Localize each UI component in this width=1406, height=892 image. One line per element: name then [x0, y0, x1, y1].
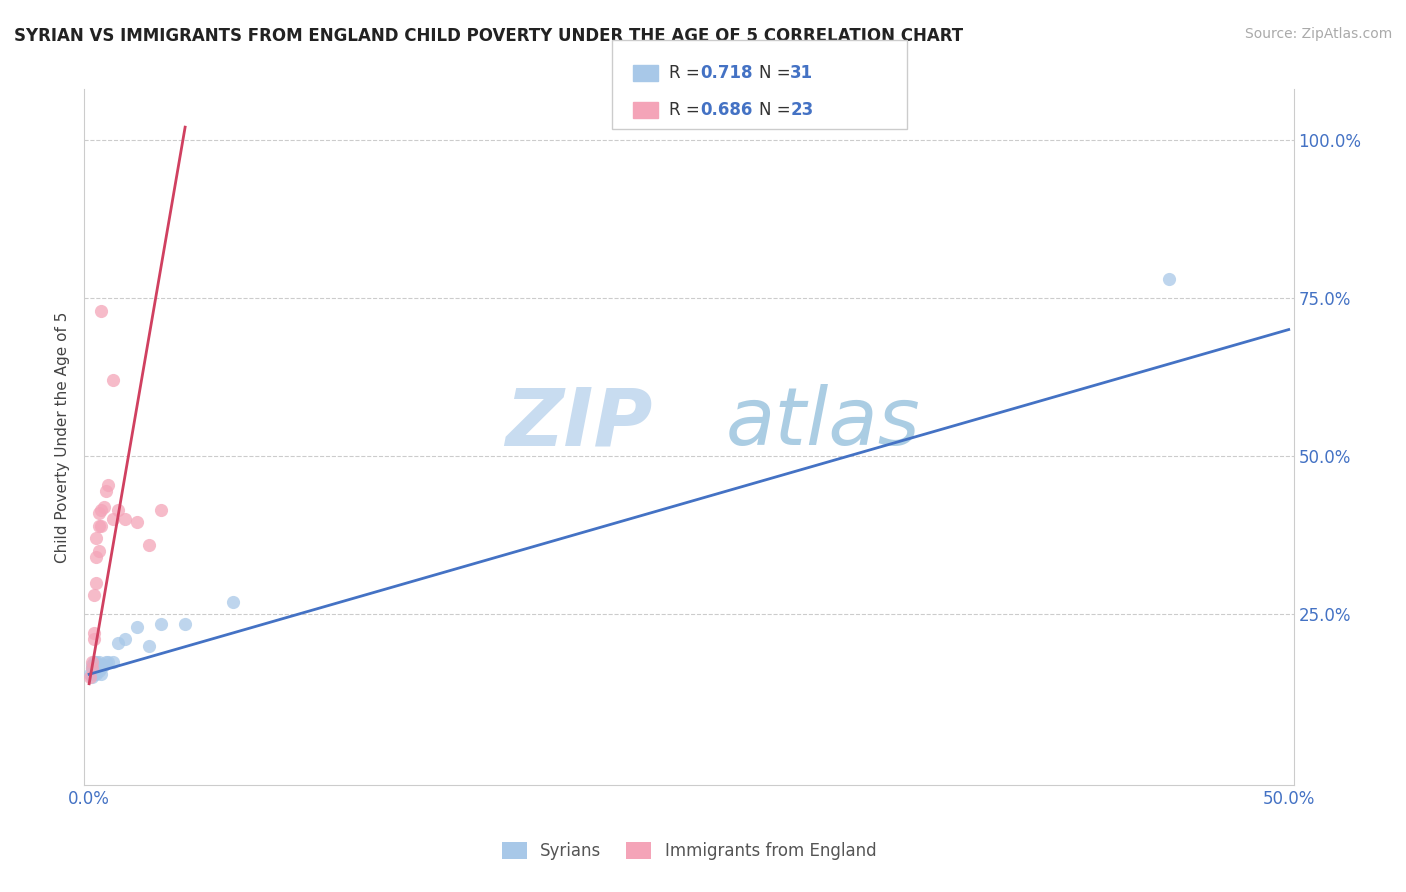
- Point: [93, 500, 115, 514]
- Point: [83, 588, 105, 602]
- Text: ZIP: ZIP: [505, 384, 652, 462]
- Point: [90, 661, 112, 675]
- Point: [87, 544, 110, 558]
- Point: [90, 503, 112, 517]
- Point: [127, 516, 149, 530]
- Legend: Syrians, Immigrants from England: Syrians, Immigrants from England: [495, 836, 883, 867]
- Text: 31: 31: [790, 63, 813, 82]
- Point: [174, 616, 197, 631]
- Point: [101, 655, 124, 669]
- Point: [83, 664, 105, 678]
- Point: [86, 575, 108, 590]
- Point: [83, 632, 105, 647]
- Point: [107, 635, 129, 649]
- Point: [86, 664, 108, 678]
- Point: [79, 667, 101, 681]
- Point: [114, 632, 136, 647]
- Text: SYRIAN VS IMMIGRANTS FROM ENGLAND CHILD POVERTY UNDER THE AGE OF 5 CORRELATION C: SYRIAN VS IMMIGRANTS FROM ENGLAND CHILD …: [14, 27, 963, 45]
- Point: [114, 512, 136, 526]
- Point: [86, 667, 108, 681]
- Text: R =: R =: [669, 102, 706, 120]
- Text: N =: N =: [759, 102, 796, 120]
- Point: [90, 303, 112, 318]
- Point: [86, 550, 108, 565]
- Point: [97, 477, 120, 491]
- Point: [86, 657, 108, 672]
- Text: R =: R =: [669, 63, 706, 82]
- Point: [79, 670, 101, 684]
- Point: [150, 503, 173, 517]
- Point: [150, 616, 173, 631]
- Point: [86, 661, 108, 675]
- Point: [80, 655, 103, 669]
- Text: 0.718: 0.718: [700, 63, 752, 82]
- Point: [101, 373, 124, 387]
- Point: [80, 661, 103, 675]
- Text: 23: 23: [790, 102, 814, 120]
- Point: [97, 655, 120, 669]
- Point: [138, 538, 160, 552]
- Point: [107, 503, 129, 517]
- Point: [87, 506, 110, 520]
- Point: [80, 657, 103, 672]
- Point: [94, 655, 117, 669]
- Text: atlas: atlas: [725, 384, 920, 462]
- Text: Source: ZipAtlas.com: Source: ZipAtlas.com: [1244, 27, 1392, 41]
- Point: [80, 670, 103, 684]
- Text: N =: N =: [759, 63, 796, 82]
- Point: [101, 512, 124, 526]
- Point: [87, 657, 110, 672]
- Point: [93, 657, 115, 672]
- Point: [83, 626, 105, 640]
- Point: [90, 667, 112, 681]
- Point: [83, 667, 105, 681]
- Point: [138, 639, 160, 653]
- Y-axis label: Child Poverty Under the Age of 5: Child Poverty Under the Age of 5: [55, 311, 70, 563]
- Point: [94, 483, 117, 498]
- Point: [87, 664, 110, 678]
- Point: [80, 661, 103, 675]
- Point: [90, 518, 112, 533]
- Point: [1157, 272, 1180, 286]
- Point: [127, 620, 149, 634]
- Point: [86, 531, 108, 545]
- Point: [87, 655, 110, 669]
- Point: [83, 655, 105, 669]
- Point: [90, 657, 112, 672]
- Point: [86, 655, 108, 669]
- Text: 0.686: 0.686: [700, 102, 752, 120]
- Point: [222, 594, 245, 608]
- Point: [87, 518, 110, 533]
- Point: [83, 661, 105, 675]
